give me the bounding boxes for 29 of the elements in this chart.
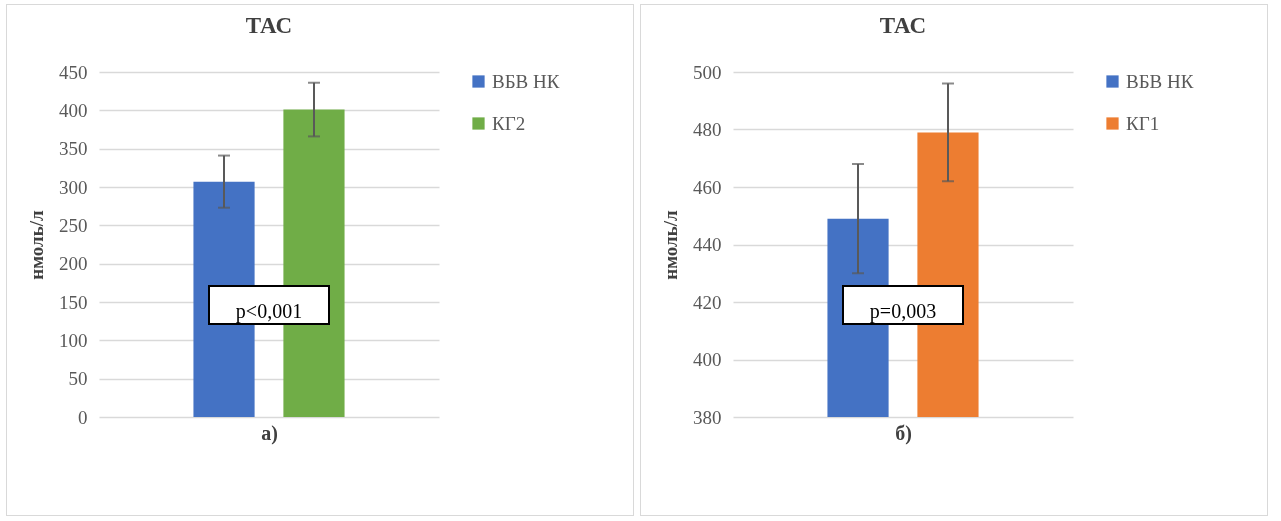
y-tick-label: 420 — [693, 291, 722, 313]
y-axis-title: нмоль/л — [26, 209, 47, 280]
y-tick-label: 200 — [59, 253, 88, 275]
legend-label: ВБВ НК — [492, 70, 560, 92]
annotation: p=0,003 — [869, 299, 937, 323]
y-tick-label: 100 — [59, 329, 88, 351]
legend-label: ВБВ НК — [1126, 70, 1194, 92]
y-tick-label: 350 — [59, 138, 88, 160]
y-tick-label: 400 — [59, 99, 88, 121]
y-tick-label: 500 — [693, 61, 722, 83]
y-tick-label: 250 — [59, 214, 88, 236]
chart-title: ТАС — [879, 13, 927, 38]
y-tick-label: 0 — [78, 406, 88, 428]
x-axis-title: б) — [895, 421, 912, 445]
y-tick-label: 480 — [693, 119, 722, 140]
y-tick-label: 150 — [59, 291, 88, 313]
y-tick-label: 300 — [59, 176, 88, 198]
y-tick-label: 450 — [59, 61, 88, 83]
x-axis-title: а) — [261, 421, 278, 445]
y-tick-label: 440 — [693, 234, 722, 255]
y-tick-label: 400 — [693, 349, 722, 370]
y-tick-label: 50 — [68, 368, 88, 390]
annotation: p<0,001 — [235, 299, 303, 323]
y-tick-label: 380 — [693, 406, 722, 428]
legend-label: КГ1 — [1126, 112, 1160, 134]
legend-label: КГ2 — [492, 112, 526, 134]
chart-title: ТАС — [245, 13, 293, 38]
y-axis-title: нмоль/л — [660, 209, 681, 280]
y-tick-label: 460 — [693, 176, 722, 198]
